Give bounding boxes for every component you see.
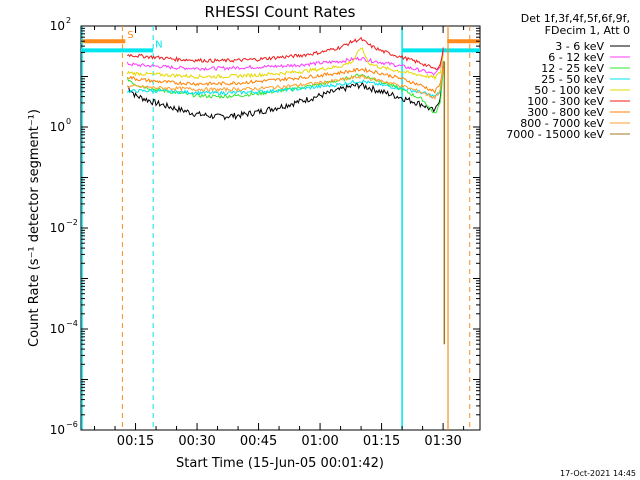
legend: Det 1f,3f,4f,5f,6f,9f,FDecim 1, Att 0 3 -…: [506, 12, 630, 141]
x-tick-label: 00:15: [117, 434, 154, 449]
series-line-6: [127, 62, 444, 94]
legend-entry-label: 100 - 300 keV: [527, 95, 604, 108]
legend-header-line: FDecim 1, Att 0: [545, 24, 630, 37]
x-tick-label: 01:00: [301, 434, 338, 449]
x-axis-label: Start Time (15-Jun-05 00:01:42): [176, 456, 384, 471]
y-tick-exponent: −4: [66, 319, 78, 328]
series-line-0: [127, 62, 444, 121]
flag-label: N: [155, 39, 162, 50]
axes-group: 00:15 00:30 00:45 01:00 01:15 01:3010−610−410…: [50, 16, 480, 449]
series-line-1: [126, 50, 444, 76]
legend-entry-label: 6 - 12 keV: [548, 51, 604, 64]
y-tick-exponent: −2: [66, 218, 78, 227]
y-tick-label: 10: [50, 322, 65, 336]
series-line-4: [126, 47, 444, 81]
legend-entry-label: 25 - 50 keV: [541, 73, 604, 86]
y-axis-label: Count Rate (s⁻¹ detector segment⁻¹): [27, 109, 42, 347]
x-tick-label: 01:30: [424, 434, 461, 449]
legend-header-line: Det 1f,3f,4f,5f,6f,9f,: [521, 12, 630, 25]
series-line-5: [126, 36, 444, 71]
y-tick-label: 10: [50, 19, 65, 33]
x-tick-label: 01:15: [363, 434, 400, 449]
x-tick-label: 00:30: [178, 434, 215, 449]
flag-label: S: [127, 30, 133, 41]
y-tick-label: 10: [50, 120, 65, 134]
chart-title: RHESSI Count Rates: [205, 3, 356, 21]
legend-entry-label: 3 - 6 keV: [555, 40, 604, 53]
y-tick-exponent: 2: [66, 16, 71, 25]
series-group: [126, 36, 446, 345]
y-tick-exponent: −6: [66, 420, 78, 429]
y-tick-label: 10: [50, 423, 65, 437]
y-tick-label: 10: [50, 221, 65, 235]
legend-entry-label: 12 - 25 keV: [541, 62, 604, 75]
legend-entry-label: 50 - 100 keV: [534, 84, 604, 97]
legend-entry-label: 7000 - 15000 keV: [506, 128, 604, 141]
series-line-7: [126, 68, 444, 100]
x-tick-label: 00:45: [240, 434, 277, 449]
footer-date: 17-Oct-2021 14:45: [560, 469, 636, 478]
legend-entry-label: 800 - 7000 keV: [520, 117, 604, 130]
y-tick-exponent: 0: [66, 117, 71, 126]
legend-entry-label: 300 - 800 keV: [527, 106, 604, 119]
series-line-3: [126, 60, 444, 99]
